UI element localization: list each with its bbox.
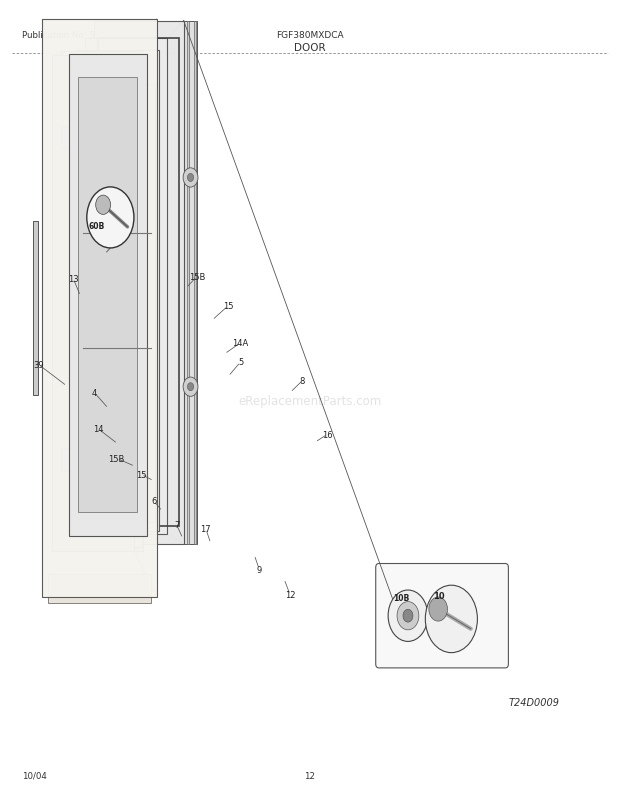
Circle shape <box>187 174 193 182</box>
Text: DOOR: DOOR <box>294 43 326 53</box>
Text: 10/04: 10/04 <box>22 771 46 780</box>
Text: 12: 12 <box>304 771 316 780</box>
Text: 60B: 60B <box>89 221 105 231</box>
Polygon shape <box>56 67 143 551</box>
Text: 15B: 15B <box>108 454 125 464</box>
Circle shape <box>429 597 448 622</box>
Polygon shape <box>77 51 159 532</box>
Text: 39: 39 <box>33 360 44 370</box>
Text: Publication No: 5995419537: Publication No: 5995419537 <box>22 30 144 39</box>
Polygon shape <box>69 55 146 536</box>
Circle shape <box>403 610 413 622</box>
Text: 8: 8 <box>300 376 305 386</box>
Text: 16: 16 <box>322 430 333 439</box>
Text: 12: 12 <box>285 590 295 600</box>
Circle shape <box>388 590 428 642</box>
Text: 15: 15 <box>136 470 146 480</box>
Circle shape <box>397 602 419 630</box>
Text: T24D0009: T24D0009 <box>508 698 559 707</box>
Text: 10B: 10B <box>394 593 410 602</box>
Text: 5: 5 <box>238 358 243 367</box>
Text: 7: 7 <box>174 520 179 530</box>
Polygon shape <box>52 56 134 551</box>
Polygon shape <box>64 85 156 522</box>
Polygon shape <box>61 52 143 547</box>
Text: 6: 6 <box>151 496 156 506</box>
Polygon shape <box>194 22 197 544</box>
Polygon shape <box>184 22 197 544</box>
Text: 15B: 15B <box>189 272 205 282</box>
Polygon shape <box>42 20 157 597</box>
Circle shape <box>183 378 198 397</box>
Circle shape <box>95 196 110 215</box>
Text: FGF380MXDCA: FGF380MXDCA <box>276 30 344 39</box>
FancyBboxPatch shape <box>376 564 508 668</box>
Polygon shape <box>86 39 167 534</box>
Polygon shape <box>94 22 184 544</box>
Text: 4: 4 <box>92 388 97 398</box>
Text: 14A: 14A <box>232 338 249 348</box>
Circle shape <box>87 188 134 249</box>
Text: 9: 9 <box>257 565 262 574</box>
Circle shape <box>187 383 193 391</box>
Polygon shape <box>61 127 130 150</box>
Polygon shape <box>48 574 151 603</box>
Text: 13: 13 <box>68 274 79 284</box>
Text: 15: 15 <box>223 302 233 311</box>
Polygon shape <box>78 78 138 512</box>
Circle shape <box>183 168 198 188</box>
Text: eReplacementParts.com: eReplacementParts.com <box>238 395 382 407</box>
Polygon shape <box>61 449 130 472</box>
Text: 10: 10 <box>433 592 445 601</box>
Text: 14: 14 <box>93 424 103 434</box>
Polygon shape <box>69 55 146 536</box>
Polygon shape <box>187 22 189 544</box>
Circle shape <box>425 585 477 653</box>
Polygon shape <box>33 222 38 395</box>
Text: 17: 17 <box>200 525 211 534</box>
